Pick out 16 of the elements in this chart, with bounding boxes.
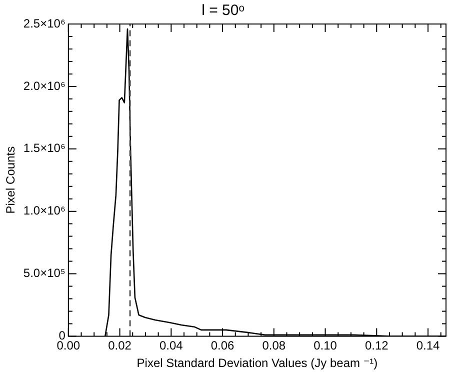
x-tick-label: 0.02 <box>108 338 132 353</box>
x-tick-label: 0.12 <box>364 338 389 353</box>
x-tick-label: 0.14 <box>416 338 440 353</box>
y-tick-label: 5.0×10⁵ <box>23 266 66 280</box>
x-tick-label: 0.00 <box>56 338 80 353</box>
x-axis-title: Pixel Standard Deviation Values (Jy beam ⁻¹) <box>136 356 378 370</box>
x-tick-label: 0.10 <box>314 338 338 353</box>
y-tick-label: 2.0×10⁶ <box>23 78 66 93</box>
y-axis-title: Pixel Counts <box>4 146 18 214</box>
y-tick-label: 1.5×10⁶ <box>23 141 66 156</box>
x-tick-label: 0.08 <box>262 338 286 353</box>
y-tick-label: 1.0×10⁶ <box>23 204 66 218</box>
x-tick-label: 0.06 <box>210 338 235 353</box>
x-tick-label: 0.04 <box>159 338 184 353</box>
y-tick-label: 2.5×10⁶ <box>23 16 66 30</box>
chart-title: l = 50ᵒ <box>202 2 245 20</box>
